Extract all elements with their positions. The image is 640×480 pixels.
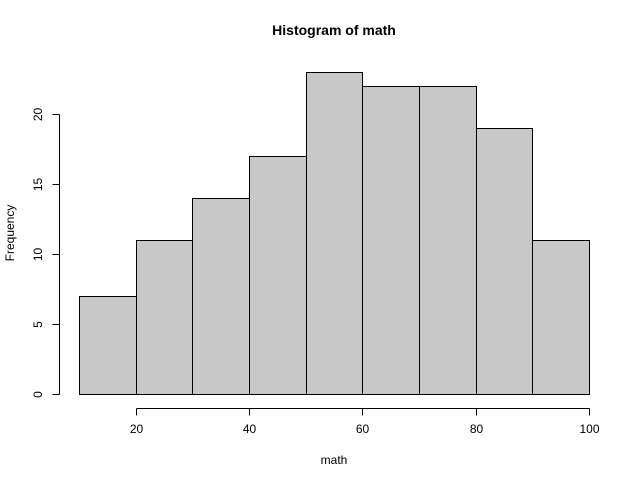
histogram-bar-2 xyxy=(136,240,193,395)
y-axis: 0 5 10 15 20 xyxy=(31,108,60,398)
x-tick-label: 80 xyxy=(470,422,484,436)
x-tick-label: 100 xyxy=(579,422,599,436)
histogram-bar-7 xyxy=(419,86,477,395)
x-tick-label: 60 xyxy=(356,422,370,436)
histogram-bar-1 xyxy=(79,296,137,395)
x-tick-label: 20 xyxy=(130,422,144,436)
y-tick-label: 0 xyxy=(31,391,45,398)
x-axis: 20 40 60 80 100 xyxy=(130,408,600,436)
histogram-bar-8 xyxy=(476,128,533,395)
y-tick-label: 15 xyxy=(31,178,45,192)
y-tick-label: 20 xyxy=(31,108,45,122)
histogram-bar-5 xyxy=(306,72,363,395)
y-axis-label: Frequency xyxy=(3,205,17,262)
histogram-bar-6 xyxy=(362,86,420,395)
chart-title: Histogram of math xyxy=(272,22,396,38)
histogram-bar-9 xyxy=(532,240,590,395)
histogram-bar-3 xyxy=(192,198,250,395)
x-axis-label: math xyxy=(321,453,348,467)
x-tick-label: 40 xyxy=(243,422,257,436)
y-tick-label: 5 xyxy=(31,321,45,328)
bars-group xyxy=(79,72,590,395)
y-tick-label: 10 xyxy=(31,248,45,262)
histogram-bar-4 xyxy=(249,156,307,395)
